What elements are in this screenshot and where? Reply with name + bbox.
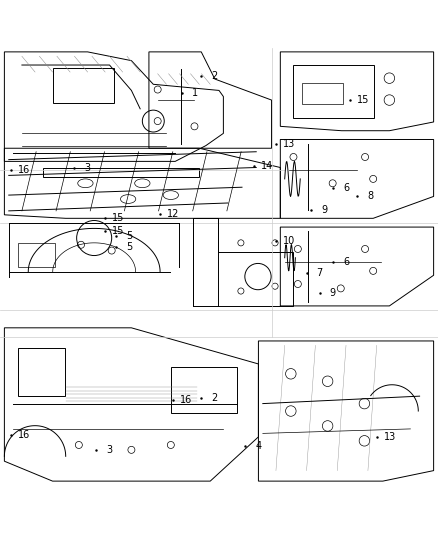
- Text: 6: 6: [343, 183, 349, 192]
- Bar: [53, 68, 114, 103]
- Text: 9: 9: [330, 288, 336, 298]
- Text: 13: 13: [384, 432, 396, 442]
- Text: 15: 15: [112, 213, 124, 223]
- Text: 15: 15: [357, 95, 370, 105]
- Text: 2: 2: [212, 393, 218, 403]
- Text: 4: 4: [255, 441, 261, 451]
- Text: 16: 16: [180, 395, 192, 405]
- Bar: [302, 83, 343, 104]
- Text: 16: 16: [18, 430, 30, 440]
- Text: 5: 5: [126, 242, 132, 252]
- Text: 15: 15: [112, 227, 124, 237]
- Text: 8: 8: [367, 191, 373, 201]
- Text: 7: 7: [317, 268, 323, 278]
- Bar: [18, 243, 55, 267]
- Text: 1: 1: [192, 88, 198, 99]
- Text: 10: 10: [283, 236, 295, 246]
- Text: 16: 16: [18, 165, 30, 175]
- Bar: [171, 367, 237, 413]
- Bar: [293, 65, 374, 118]
- Text: 12: 12: [167, 209, 179, 219]
- Text: 9: 9: [321, 205, 327, 215]
- Text: 5: 5: [126, 231, 132, 241]
- Text: 3: 3: [85, 163, 91, 173]
- Text: 14: 14: [261, 161, 273, 171]
- Text: 2: 2: [212, 71, 218, 81]
- Bar: [42, 167, 199, 177]
- Text: 13: 13: [283, 139, 295, 149]
- Text: 6: 6: [343, 257, 349, 267]
- Bar: [18, 348, 65, 397]
- Text: 3: 3: [106, 446, 113, 456]
